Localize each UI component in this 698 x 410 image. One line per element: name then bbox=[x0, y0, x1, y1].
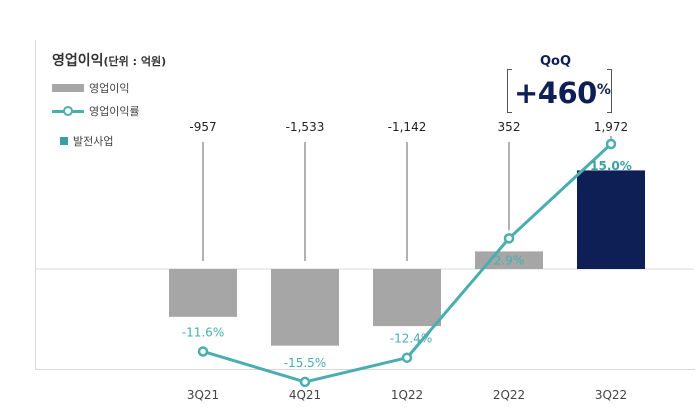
legend-line-label: 영업이익률 bbox=[89, 105, 140, 118]
bar-4Q21 bbox=[271, 269, 339, 346]
margin-label-1Q22: -12.4% bbox=[390, 332, 432, 346]
frame-left-border bbox=[35, 40, 36, 370]
margin-point-3Q22 bbox=[605, 138, 617, 150]
qoq-label: QoQ bbox=[540, 54, 572, 69]
bar-3Q21 bbox=[169, 269, 237, 317]
legend-highlight-swatch bbox=[60, 137, 68, 145]
legend-highlight-label: 발전사업 bbox=[73, 135, 114, 148]
legend-item-bar: 영업이익 bbox=[52, 80, 129, 96]
chart-title: 영업이익(단위 : 억원) bbox=[52, 50, 166, 70]
qoq-value: +460% bbox=[514, 76, 611, 110]
margin-point-4Q21 bbox=[299, 376, 311, 388]
margin-label-3Q21: -11.6% bbox=[182, 325, 224, 339]
margin-point-3Q21 bbox=[197, 346, 209, 357]
bar-value-label-2Q22: 352 bbox=[498, 120, 521, 134]
qoq-bracket-right bbox=[607, 69, 612, 113]
bar-value-label-1Q22: -1,142 bbox=[388, 120, 427, 134]
legend-bar-swatch bbox=[52, 84, 84, 92]
legend-item-highlight: 발전사업 bbox=[60, 133, 113, 149]
bar-2Q22 bbox=[475, 251, 543, 269]
bar-value-label-3Q22: 1,972 bbox=[594, 120, 628, 134]
legend-item-line: 영업이익률 bbox=[52, 103, 140, 119]
x-tick-2Q22: 2Q22 bbox=[493, 388, 525, 402]
bar-1Q22 bbox=[373, 269, 441, 327]
bar-value-label-3Q21: -957 bbox=[189, 120, 216, 134]
qoq-bracket-left bbox=[507, 69, 512, 113]
chart-unit: (단위 : 억원) bbox=[103, 55, 167, 68]
margin-label-3Q22: 15.0% bbox=[590, 159, 632, 173]
x-tick-3Q22: 3Q22 bbox=[595, 388, 627, 402]
frame-bottom-border bbox=[35, 369, 695, 370]
margin-label-4Q21: -15.5% bbox=[284, 356, 326, 370]
bar-value-label-4Q21: -1,533 bbox=[286, 120, 325, 134]
margin-point-2Q22 bbox=[503, 233, 515, 244]
x-tick-3Q21: 3Q21 bbox=[187, 388, 219, 402]
qoq-value-suffix: % bbox=[596, 82, 611, 98]
qoq-value-number: +460 bbox=[514, 76, 597, 110]
legend-line-swatch bbox=[52, 106, 84, 116]
margin-point-1Q22 bbox=[401, 352, 413, 363]
chart-title-text: 영업이익 bbox=[52, 53, 104, 69]
x-tick-4Q21: 4Q21 bbox=[289, 388, 321, 402]
margin-label-2Q22: 2.9% bbox=[494, 253, 525, 267]
legend-bar-label: 영업이익 bbox=[89, 82, 130, 95]
x-tick-1Q22: 1Q22 bbox=[391, 388, 423, 402]
bar-3Q22 bbox=[577, 170, 645, 269]
